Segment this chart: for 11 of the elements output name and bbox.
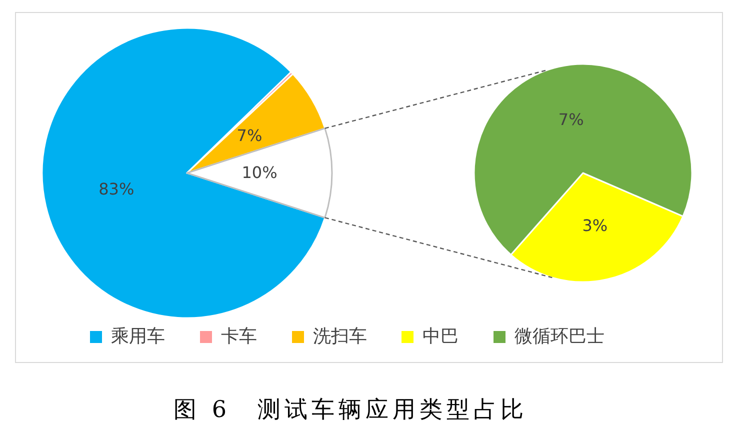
data-label: 7% [236,126,262,146]
data-label: 10% [242,163,278,182]
legend-label: 乘用车 [111,326,165,347]
legend-label: 卡车 [221,326,257,347]
legend-label: 中巴 [422,326,458,347]
data-label: 83% [98,179,134,198]
legend-label: 微循环巴士 [514,326,604,347]
legend-label: 洗扫车 [313,326,367,347]
data-label: 3% [582,216,608,236]
text: 图 6 测试车辆应用类型占比 [174,397,528,423]
data-label: 7% [558,110,584,129]
